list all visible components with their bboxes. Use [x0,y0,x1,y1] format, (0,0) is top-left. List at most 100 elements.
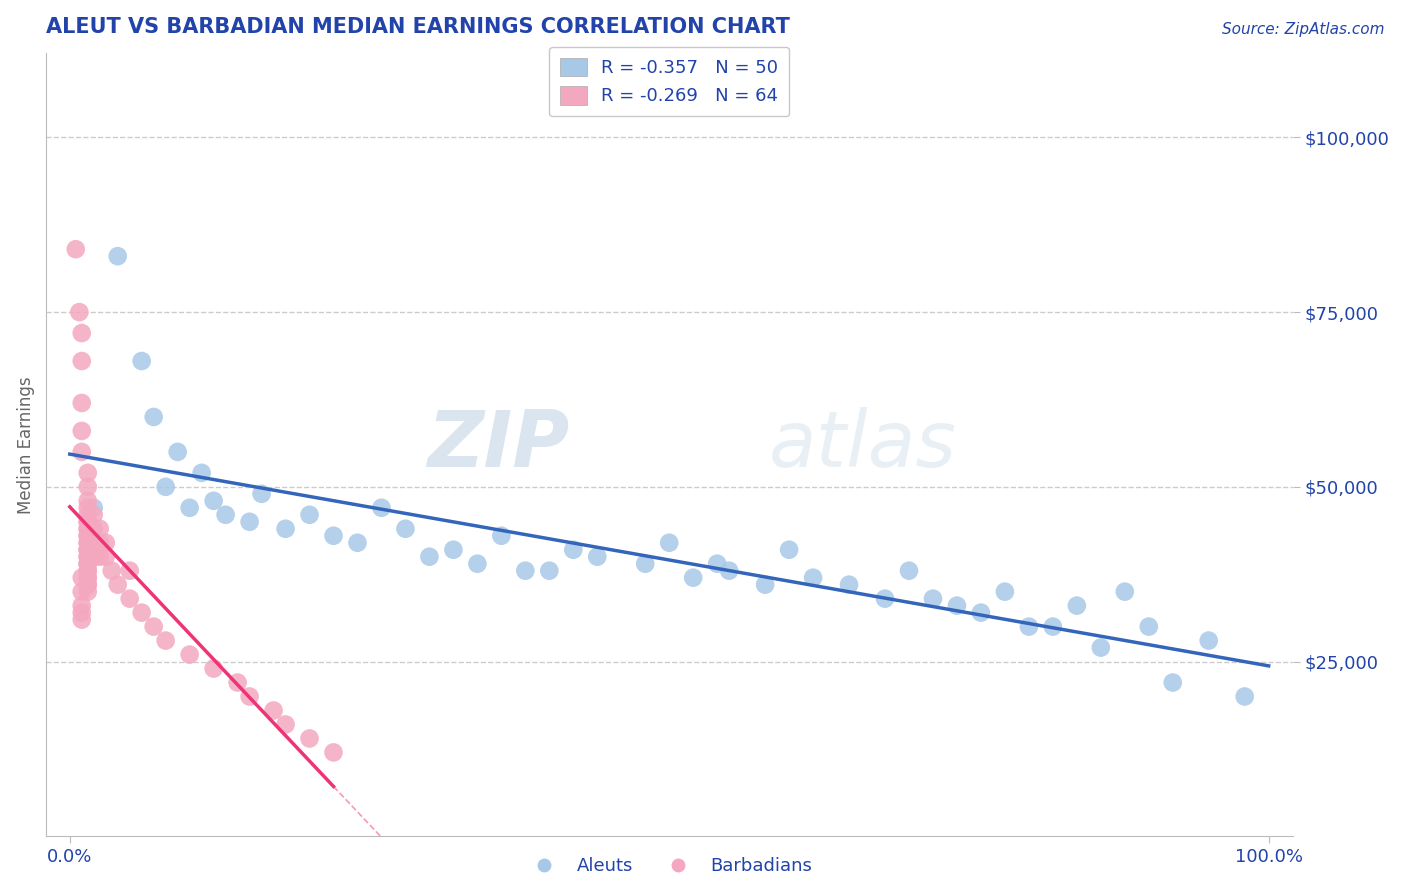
Point [346,535,368,549]
Point [76,557,98,571]
Point [922,591,945,606]
Point [778,542,800,557]
Point [76,529,98,543]
Point [142,619,165,633]
Point [418,549,440,564]
Point [118,591,141,606]
Point [83,535,105,549]
Point [76,466,98,480]
Point [1090,640,1112,655]
Point [89,535,111,549]
Point [76,542,98,557]
Point [76,564,98,578]
Point [394,522,416,536]
Point [538,564,561,578]
Point [1042,619,1064,633]
Point [83,500,105,515]
Point [1161,675,1184,690]
Point [83,508,105,522]
Point [166,445,188,459]
Point [76,577,98,591]
Point [76,557,98,571]
Point [89,549,111,564]
Point [239,690,262,704]
Point [190,466,212,480]
Point [76,584,98,599]
Point [70,613,93,627]
Point [754,577,776,591]
Text: ZIP: ZIP [427,407,569,483]
Point [322,529,344,543]
Point [634,557,657,571]
Point [100,564,122,578]
Point [76,522,98,536]
Point [76,515,98,529]
Point [70,571,93,585]
Point [70,599,93,613]
Point [179,500,201,515]
Point [142,409,165,424]
Point [76,515,98,529]
Point [70,584,93,599]
Point [682,571,704,585]
Point [586,549,609,564]
Point [107,249,129,263]
Point [298,508,321,522]
Point [131,354,153,368]
Point [239,515,262,529]
Point [274,522,297,536]
Point [658,535,681,549]
Point [801,571,824,585]
Point [76,500,98,515]
Point [107,577,129,591]
Point [491,529,513,543]
Point [1066,599,1088,613]
Point [70,445,93,459]
Point [70,424,93,438]
Point [94,549,117,564]
Point [65,242,87,256]
Point [202,661,225,675]
Point [970,606,993,620]
Text: Source: ZipAtlas.com: Source: ZipAtlas.com [1222,22,1385,37]
Point [76,564,98,578]
Point [1198,633,1220,648]
Point [67,305,90,319]
Point [76,542,98,557]
Point [226,675,249,690]
Point [274,717,297,731]
Point [76,535,98,549]
Point [76,571,98,585]
Point [515,564,537,578]
Point [70,354,93,368]
Point [322,746,344,760]
Point [89,522,111,536]
Point [263,704,285,718]
Point [70,396,93,410]
Point [76,480,98,494]
Point [562,542,585,557]
Point [155,633,177,648]
Point [898,564,921,578]
Point [83,522,105,536]
Point [76,557,98,571]
Point [76,549,98,564]
Point [94,535,117,549]
Point [1018,619,1040,633]
Point [83,549,105,564]
Y-axis label: Median Earnings: Median Earnings [17,376,35,514]
Point [706,557,728,571]
Point [994,584,1017,599]
Point [76,577,98,591]
Point [155,480,177,494]
Point [718,564,741,578]
Point [76,535,98,549]
Point [873,591,896,606]
Point [70,326,93,340]
Point [76,549,98,564]
Legend: Aleuts, Barbadians: Aleuts, Barbadians [519,849,820,882]
Point [70,606,93,620]
Point [214,508,236,522]
Point [76,493,98,508]
Point [946,599,969,613]
